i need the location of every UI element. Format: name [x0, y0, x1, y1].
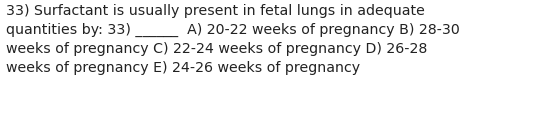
- Text: 33) Surfactant is usually present in fetal lungs in adequate
quantities by: 33) : 33) Surfactant is usually present in fet…: [6, 4, 459, 75]
